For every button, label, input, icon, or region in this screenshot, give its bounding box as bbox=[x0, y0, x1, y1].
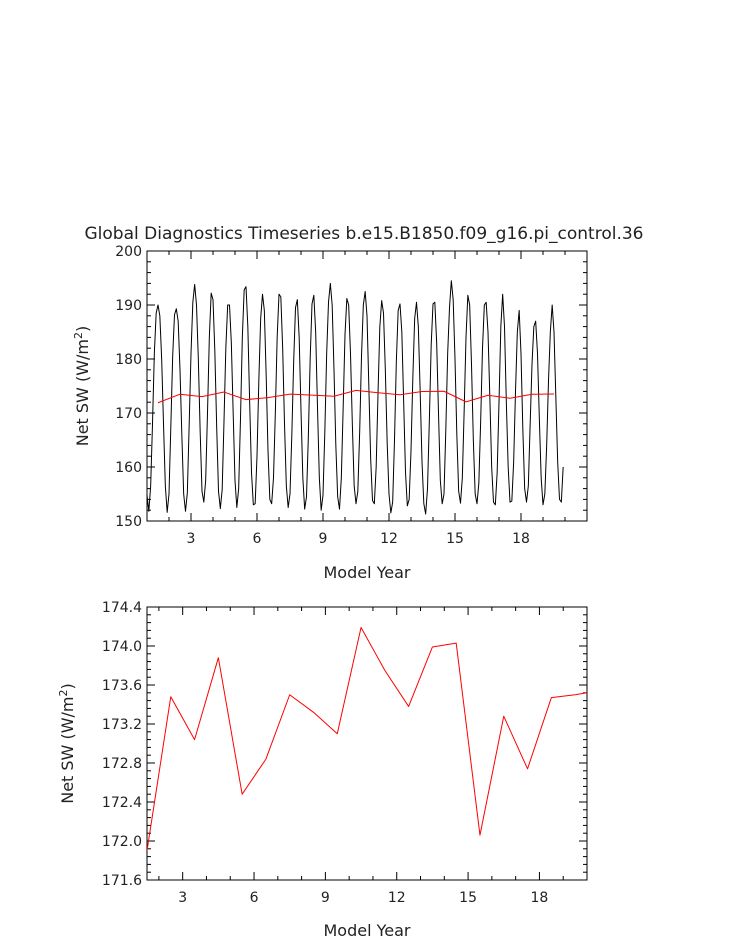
x-tick-label: 18 bbox=[531, 890, 549, 906]
y-tick-label: 173.6 bbox=[102, 678, 142, 694]
x-tick-label: 12 bbox=[380, 531, 398, 547]
plot-frame bbox=[146, 606, 588, 881]
y-tick-label: 174.0 bbox=[102, 639, 142, 655]
annual-mean-line bbox=[147, 626, 587, 851]
x-axis-title: Model Year bbox=[324, 563, 411, 582]
y-tick-label: 180 bbox=[115, 352, 142, 368]
y-axis-title: Net SW (W/m2) bbox=[57, 683, 77, 804]
y-tick-label: 172.8 bbox=[102, 756, 142, 772]
y-axis-title: Net SW (W/m2) bbox=[72, 326, 92, 447]
y-tick-label: 200 bbox=[115, 244, 142, 260]
y-tick-label: 170 bbox=[115, 406, 142, 422]
top-panel: 3 6 9 12 15 18 150 160 170 180 190 200 Model Year Net… bbox=[72, 244, 588, 582]
figure-title: Global Diagnostics Timeseries b.e15.B185… bbox=[85, 224, 644, 244]
x-tick-label: 3 bbox=[178, 890, 187, 906]
x-tick-label: 15 bbox=[459, 890, 477, 906]
y-tick-label: 150 bbox=[115, 514, 142, 530]
plot-frame bbox=[146, 250, 588, 522]
x-tick-label: 6 bbox=[253, 531, 262, 547]
x-tick-label: 12 bbox=[388, 890, 406, 906]
x-tick-label: 3 bbox=[187, 531, 196, 547]
y-tick-label: 190 bbox=[115, 298, 142, 314]
y-tick-label: 173.2 bbox=[102, 717, 142, 733]
x-axis-title: Model Year bbox=[324, 921, 411, 940]
y-tick-label: 171.6 bbox=[102, 873, 142, 889]
monthly-line bbox=[147, 280, 564, 515]
y-tick-label: 172.4 bbox=[102, 795, 142, 811]
y-tick-label: 160 bbox=[115, 460, 142, 476]
bottom-panel: 3 6 9 12 15 18 171.6 172.0 172.4 172.8 173.2 173.6 1… bbox=[57, 600, 588, 940]
annual-mean-line bbox=[157, 389, 555, 404]
x-tick-label: 9 bbox=[319, 531, 328, 547]
y-tick-label: 174.4 bbox=[102, 600, 142, 616]
x-tick-label: 6 bbox=[250, 890, 259, 906]
y-tick-label: 172.0 bbox=[102, 834, 142, 850]
x-tick-label: 9 bbox=[321, 890, 330, 906]
x-tick-label: 18 bbox=[512, 531, 530, 547]
x-tick-label: 15 bbox=[446, 531, 464, 547]
